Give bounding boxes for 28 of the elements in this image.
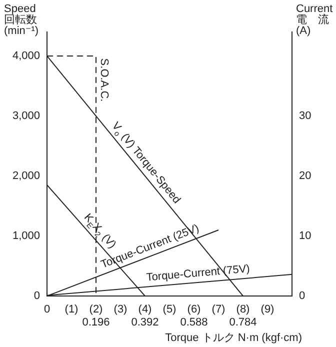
- y-tick-label: 3,000: [12, 110, 40, 122]
- y-tick-label: 2,000: [12, 170, 40, 182]
- y-axis-title: Speed 回転数 (min⁻¹): [4, 3, 39, 37]
- x2-tick-label: 0.392: [131, 316, 159, 329]
- y2-tick-label: 20: [299, 170, 312, 182]
- x-tick-label: (9): [260, 304, 274, 316]
- y2-axis-title: Current 電 流 (A): [296, 3, 333, 37]
- x-tick-label: (3): [114, 304, 128, 316]
- x-tick-label: (1): [64, 304, 78, 316]
- x2-tick-label: 0.784: [229, 316, 257, 329]
- x2-tick-label: 0.588: [180, 316, 208, 329]
- y2-tick-label: 10: [299, 230, 312, 242]
- x-tick-label: 0: [44, 304, 50, 316]
- x-tick-label: (2): [89, 304, 103, 316]
- x-tick-label: (8): [236, 304, 250, 316]
- x-tick-label: (4): [138, 304, 152, 316]
- x-tick-label: (5): [162, 304, 176, 316]
- y-tick-label: 1,000: [12, 230, 40, 242]
- x-tick-label: (6): [187, 304, 201, 316]
- y-tick-label: 0: [34, 290, 40, 302]
- y2-tick-label: 0: [299, 290, 306, 302]
- text: S.O.A.C.: [98, 58, 110, 102]
- x-tick-label: (7): [212, 304, 226, 316]
- y2-tick-label: 30: [299, 110, 312, 122]
- y-tick-label: 4,000: [12, 50, 40, 62]
- series-label: Torque-Current (75V): [146, 263, 250, 284]
- x-axis-title: Torque トルク N·m (kgf·cm): [165, 332, 302, 344]
- x2-tick-label: 0.196: [82, 316, 110, 329]
